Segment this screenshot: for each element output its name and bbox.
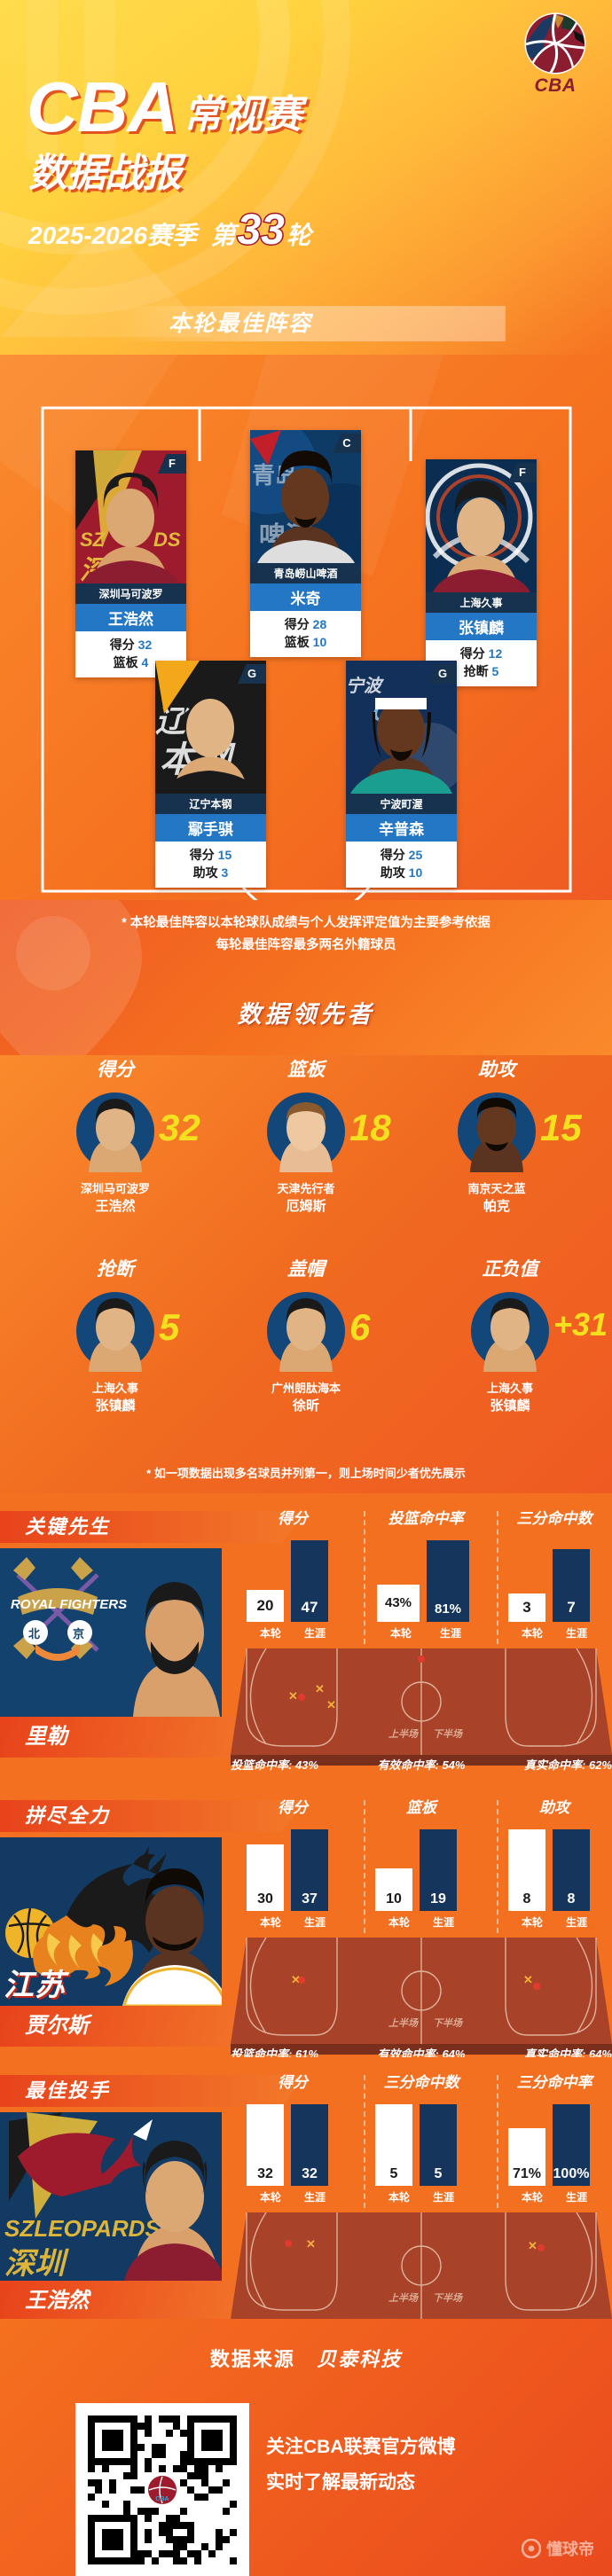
svg-text:上半场: 上半场 [388, 1728, 420, 1740]
svg-text:✕: ✕ [288, 1689, 298, 1703]
svg-text:✕: ✕ [528, 2239, 537, 2252]
svg-text:上半场: 上半场 [388, 2017, 420, 2029]
svg-text:下半场: 下半场 [433, 2017, 464, 2029]
svg-text:✕: ✕ [315, 1682, 325, 1695]
svg-text:✕: ✕ [326, 1698, 336, 1711]
svg-text:下半场: 下半场 [433, 2292, 464, 2304]
svg-text:✕: ✕ [523, 1973, 533, 1986]
svg-text:上半场: 上半场 [388, 2292, 420, 2304]
svg-text:CBA: CBA [155, 2496, 169, 2502]
svg-text:下半场: 下半场 [433, 1728, 464, 1740]
svg-text:✕: ✕ [306, 2237, 316, 2251]
